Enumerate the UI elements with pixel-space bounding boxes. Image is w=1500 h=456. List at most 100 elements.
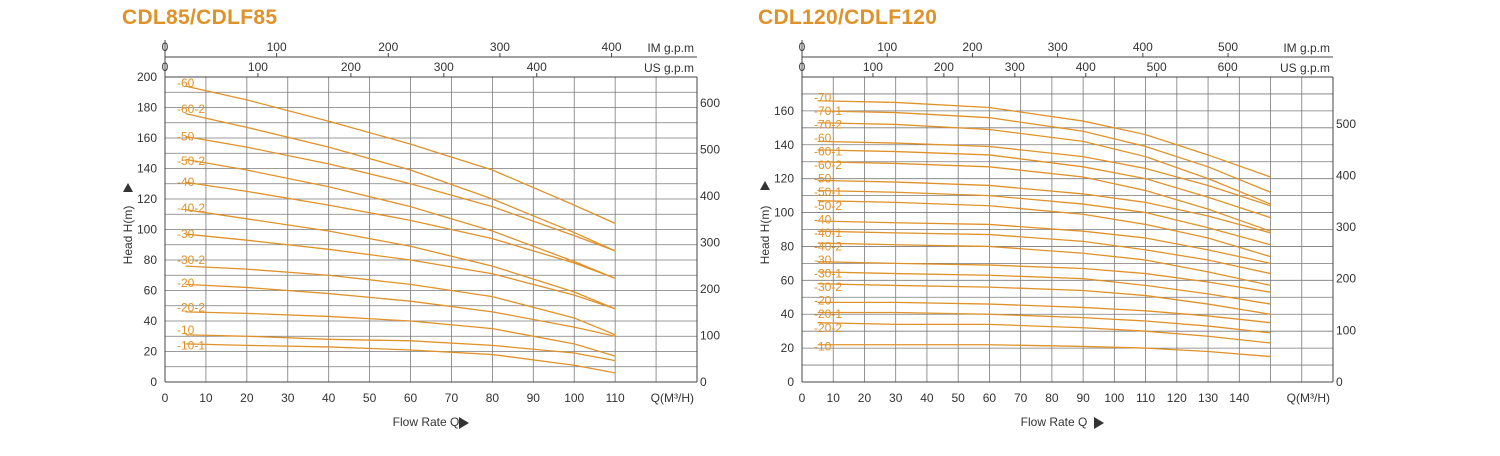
chart-title-cdl120: CDL120/CDLF120	[758, 6, 938, 29]
top-axis-tick-label: 0	[799, 40, 806, 54]
right-tick-label: 300	[700, 236, 720, 250]
y-tick-label: 120	[137, 192, 157, 206]
chart-cdl85: 0 100 200 300 400 IM g.p.m0 100 200 300 400 US g.p…	[121, 40, 720, 429]
x-axis-title: Flow Rate Q	[1021, 415, 1088, 429]
y-tick-label: 60	[781, 273, 795, 287]
curve-label: -20-2	[177, 300, 205, 314]
triangle-up-icon	[760, 181, 770, 190]
x-tick-label: 80	[1045, 391, 1059, 405]
curve-50	[185, 135, 616, 252]
top-axis-tick-label: 100	[248, 60, 268, 74]
curve-label: -40	[814, 212, 832, 226]
top-axis-tick-label: 400	[602, 40, 622, 54]
right-tick-label: 300	[1336, 220, 1356, 234]
top-axis-tick-label: 0	[799, 60, 806, 74]
curve-30-2	[185, 265, 616, 336]
x-tick-label: 60	[983, 391, 997, 405]
x-tick-label: 10	[827, 391, 841, 405]
x-tick-label: 0	[162, 391, 169, 405]
curve-label: -70-1	[814, 104, 842, 118]
curve-40-2	[817, 242, 1271, 287]
top-axis-tick-label: 600	[1218, 60, 1238, 74]
curve-60-1	[817, 149, 1271, 219]
curve-20-2	[817, 322, 1271, 344]
curve-20	[817, 301, 1271, 324]
x-tick-label: 100	[1104, 391, 1124, 405]
top-axis-tick-label: 0	[162, 60, 169, 74]
curve-label: -50	[814, 172, 832, 186]
curve-label: -60	[814, 131, 832, 145]
curve-label: -50-1	[814, 185, 842, 199]
curve-label: -40	[177, 175, 195, 189]
x-tick-label: 100	[564, 391, 584, 405]
curve-label: -70-2	[814, 117, 842, 131]
chart-title-cdl85: CDL85/CDLF85	[122, 6, 278, 29]
top-axis-label: US g.p.m	[644, 61, 694, 75]
y-tick-label: 160	[137, 131, 157, 145]
curve-label: -30	[177, 227, 195, 241]
right-tick-label: 100	[1336, 323, 1356, 337]
top-axis-tick-label: 100	[863, 60, 883, 74]
right-tick-label: 0	[1336, 375, 1343, 389]
x-tick-label: 20	[858, 391, 872, 405]
y-tick-label: 0	[787, 375, 794, 389]
top-axis-tick-label: 400	[1076, 60, 1096, 74]
curve-20	[185, 283, 616, 337]
top-axis-tick-label: 200	[962, 40, 982, 54]
x-tick-label: 70	[1014, 391, 1028, 405]
top-axis-tick-label: 200	[341, 60, 361, 74]
curve-label: -40-1	[814, 226, 842, 240]
curve-label: -30-2	[814, 280, 842, 294]
curve-60	[185, 85, 616, 224]
x-axis-title: Flow Rate Q	[393, 415, 460, 429]
curve-60-2	[817, 161, 1271, 232]
right-tick-label: 200	[700, 282, 720, 296]
x-tick-label: 40	[920, 391, 934, 405]
y-axis-title: Head H(m)	[758, 206, 772, 265]
x-tick-label: 130	[1198, 391, 1218, 405]
right-tick-label: 0	[700, 375, 707, 389]
curve-label: -10-1	[177, 338, 205, 352]
y-axis-title: Head H(m)	[121, 206, 135, 265]
curve-label: -50-2	[814, 199, 842, 213]
x-unit-label: Q(M³/H)	[651, 391, 694, 405]
top-axis-label: US g.p.m	[1280, 61, 1330, 75]
right-tick-label: 400	[700, 189, 720, 203]
curve-40	[817, 220, 1271, 265]
curve-label: -50	[177, 129, 195, 143]
curve-label: -50-2	[177, 154, 205, 168]
x-tick-label: 90	[1076, 391, 1090, 405]
curve-label: -20	[814, 294, 832, 308]
y-tick-label: 20	[781, 341, 795, 355]
right-tick-label: 500	[700, 143, 720, 157]
curve-70	[817, 100, 1271, 178]
y-tick-label: 20	[144, 345, 158, 359]
top-axis-tick-label: 0	[162, 40, 169, 54]
curve-label: -60-2	[814, 158, 842, 172]
x-tick-label: 110	[606, 391, 625, 405]
right-tick-label: 200	[1336, 272, 1356, 286]
curve-label: -10	[177, 323, 195, 337]
curve-70-2	[817, 122, 1271, 205]
top-axis-tick-label: 400	[527, 60, 547, 74]
curve-50-2	[817, 200, 1271, 258]
y-tick-label: 180	[137, 101, 157, 115]
x-unit-label: Q(M³/H)	[1287, 391, 1330, 405]
x-tick-label: 50	[951, 391, 965, 405]
curve-label: -20-1	[814, 307, 842, 321]
curve-50-1	[817, 189, 1271, 246]
y-tick-label: 60	[144, 284, 158, 298]
x-tick-label: 70	[445, 391, 459, 405]
curve-30-1	[817, 271, 1271, 305]
curve-label: -20-2	[814, 321, 842, 335]
curve-30-2	[817, 283, 1271, 315]
x-tick-label: 10	[199, 391, 213, 405]
curve-40	[185, 181, 616, 279]
curve-60-2	[185, 112, 616, 252]
y-tick-label: 140	[137, 162, 157, 176]
curve-label: -60	[177, 76, 195, 90]
x-tick-label: 110	[1136, 391, 1155, 405]
curve-20-1	[817, 311, 1271, 334]
y-tick-label: 80	[781, 239, 795, 253]
